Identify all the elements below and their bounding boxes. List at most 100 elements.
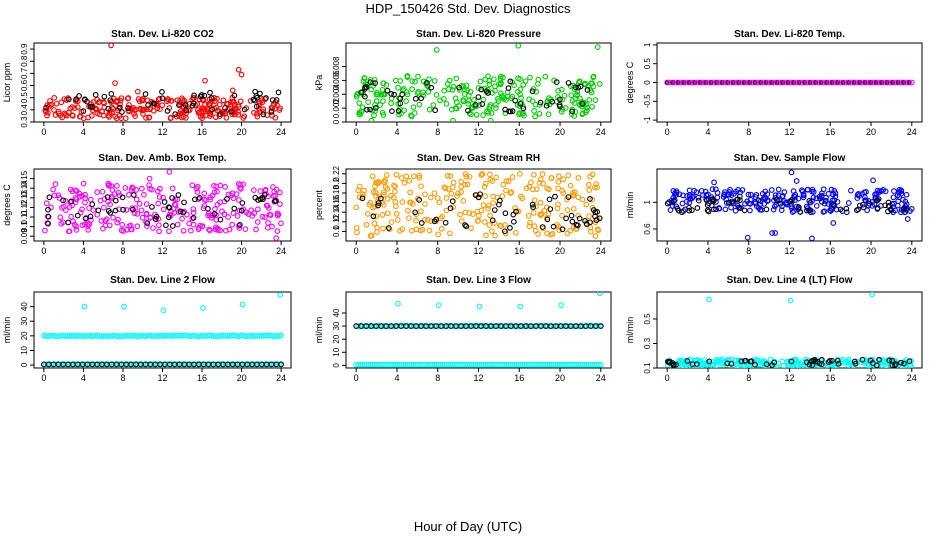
data-point <box>760 79 767 86</box>
data-point <box>108 193 115 200</box>
data-point <box>257 188 264 194</box>
data-point <box>212 226 219 233</box>
data-point-black <box>144 220 151 227</box>
data-point <box>568 111 575 118</box>
data-point <box>195 226 202 233</box>
data-point <box>732 207 739 214</box>
data-point <box>356 100 363 106</box>
data-point <box>140 361 147 368</box>
x-tick-label: 12 <box>157 127 167 137</box>
data-point-black <box>681 80 686 85</box>
data-point-black <box>775 80 780 85</box>
data-point <box>664 79 671 86</box>
data-point <box>220 97 227 104</box>
data-point <box>230 98 237 105</box>
data-point-black <box>399 91 406 98</box>
data-point-black <box>172 111 179 117</box>
data-point-black <box>463 223 470 230</box>
data-point <box>595 361 602 368</box>
chart-panel-1: Stan. Dev. Li-820 CO2 Licor ppm 0 4 8 12 16 20 2… <box>2 29 292 137</box>
data-point <box>114 183 120 189</box>
data-point <box>683 198 690 205</box>
data-point-black <box>169 195 175 201</box>
data-point <box>403 98 409 104</box>
data-point <box>562 105 569 111</box>
data-point <box>62 333 69 339</box>
data-point-black <box>475 94 482 100</box>
x-tick-label: 12 <box>473 127 483 137</box>
data-point <box>422 201 428 207</box>
data-point-black <box>907 80 912 85</box>
data-point <box>413 217 419 224</box>
data-point-black <box>803 359 810 366</box>
data-point <box>404 207 411 214</box>
data-point-black <box>512 97 518 104</box>
data-point-black <box>231 205 238 212</box>
data-point <box>828 361 835 367</box>
data-point <box>706 361 712 368</box>
data-point-black <box>547 206 554 212</box>
data-point <box>589 103 595 110</box>
data-point-black <box>211 211 218 217</box>
data-point <box>85 223 91 229</box>
data-point-black <box>375 200 382 206</box>
data-point <box>373 98 380 104</box>
data-point <box>76 333 83 339</box>
data-point <box>407 189 413 196</box>
data-point <box>450 179 457 186</box>
data-point <box>481 183 488 190</box>
data-point <box>380 201 387 208</box>
data-point-black <box>575 84 582 91</box>
x-tick-label: 16 <box>825 127 835 137</box>
data-points <box>353 292 604 368</box>
outlier-point <box>146 175 153 182</box>
data-point <box>202 361 209 368</box>
data-point-black <box>372 104 379 111</box>
data-point <box>361 75 368 81</box>
data-point-black <box>222 105 228 111</box>
data-point <box>97 197 104 204</box>
data-point <box>176 332 183 339</box>
data-point <box>527 74 533 81</box>
data-point <box>597 361 604 368</box>
data-point <box>397 227 403 234</box>
x-tick-label: 12 <box>473 373 483 383</box>
data-point <box>813 203 820 209</box>
data-point <box>535 81 541 87</box>
data-point <box>443 207 450 214</box>
data-point <box>141 191 147 198</box>
data-point-black <box>704 207 711 214</box>
data-point <box>500 181 507 188</box>
data-point-black <box>87 213 94 220</box>
y-tick-label: -0.5 <box>643 94 652 108</box>
data-point <box>250 333 257 339</box>
data-point <box>518 99 525 106</box>
data-point <box>516 170 523 177</box>
data-point <box>891 188 897 194</box>
x-tick-label: 20 <box>555 127 565 137</box>
data-point <box>87 196 94 203</box>
data-point <box>237 182 244 188</box>
data-point <box>709 186 716 192</box>
data-point <box>118 115 125 122</box>
data-point-black <box>418 220 425 226</box>
data-point-black <box>670 198 677 204</box>
data-point <box>774 79 780 86</box>
data-point <box>842 79 849 86</box>
data-point-black <box>260 111 267 118</box>
data-point <box>441 87 448 94</box>
data-point-black <box>689 361 696 368</box>
data-point <box>853 79 860 86</box>
data-point <box>374 224 380 231</box>
data-point <box>446 77 453 84</box>
data-point-black <box>45 220 51 227</box>
data-point <box>545 211 552 217</box>
data-point <box>202 112 209 119</box>
data-point <box>564 230 571 237</box>
data-point <box>49 361 55 368</box>
data-point <box>357 111 363 118</box>
data-point <box>100 361 107 368</box>
data-point <box>66 228 72 235</box>
data-point <box>222 183 228 190</box>
data-point <box>757 206 764 213</box>
